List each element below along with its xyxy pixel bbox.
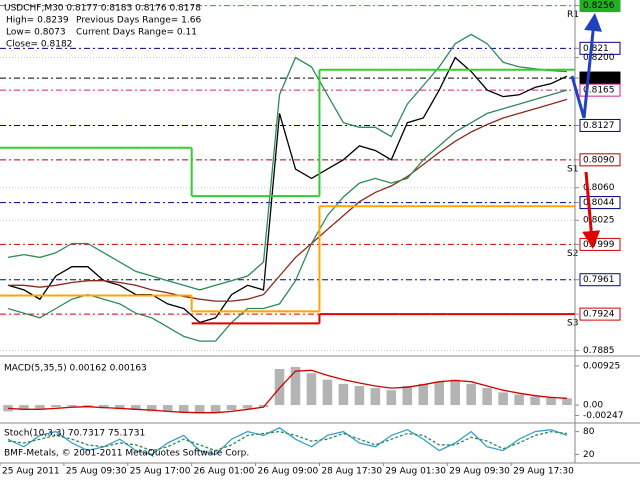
y-tick-label: 0.8256 (583, 1, 615, 11)
histogram-bar (418, 383, 429, 406)
x-tick-label: 28 Aug 17:30 (321, 467, 382, 477)
histogram-bar (434, 381, 445, 406)
histogram-bar (35, 405, 45, 409)
y-tick-label: 0.8060 (583, 183, 615, 193)
panel-title: Stoch(10,3,3) 70.7317 75.1731 (4, 429, 145, 439)
panel-title: MACD(5,35,5) 0.00162 0.00163 (4, 364, 147, 374)
histogram-bar (354, 385, 365, 406)
histogram-bar (3, 405, 13, 412)
x-tick-label: 26 Aug 09:00 (258, 467, 319, 477)
histogram-bar (562, 398, 572, 406)
copyright: BMF-Metals, © 2001-2011 MetaQuotes Softw… (4, 449, 249, 459)
series-line (7, 33, 568, 291)
y-tick-label: 0.00 (583, 401, 603, 411)
histogram-bar (19, 405, 29, 411)
histogram-bar (210, 405, 221, 413)
histogram-bar (338, 383, 349, 406)
plot: 25 Aug 2011 25 Aug 09:30 25 Aug 17:00 26 Au… (0, 0, 623, 477)
y-tick-box (579, 0, 621, 13)
series-line (7, 56, 568, 324)
y-tick-label: -0.00247 (583, 411, 623, 421)
x-tick-label: 29 Aug 09:30 (449, 467, 510, 477)
x-tick-label: 25 Aug 09:30 (66, 467, 127, 477)
x-tick-label: 29 Aug 17:30 (513, 467, 574, 477)
histogram-bar (162, 405, 173, 412)
y-tick-box (579, 273, 621, 287)
histogram-bar (402, 385, 413, 406)
y-tick-label: 0.7924 (583, 310, 615, 320)
histogram-bar (322, 379, 333, 406)
y-tick-label: 0.7961 (583, 275, 615, 285)
series-line (7, 430, 568, 452)
info: Current Days Range= 0.11 (76, 28, 197, 38)
histogram-bar (258, 405, 269, 408)
histogram-bar (226, 405, 237, 411)
histogram-bar (194, 405, 205, 414)
y-tick-label: 0.8165 (583, 86, 615, 96)
info: Close= 0.8182 (6, 40, 72, 50)
histogram-bar (370, 388, 381, 406)
y-tick-box (579, 307, 621, 321)
info: Previous Days Range= 1.66 (76, 16, 201, 26)
histogram-bar (274, 369, 285, 406)
histogram-bar (466, 383, 476, 406)
y-tick-label: 0.8025 (583, 216, 615, 226)
y-tick-box (579, 83, 621, 97)
series-line (7, 89, 568, 342)
histogram-bar (115, 405, 125, 410)
y-tick-label: 0.8044 (583, 198, 615, 208)
histogram-bar (51, 405, 61, 408)
histogram-bar (450, 379, 460, 406)
y-tick-label: 0.8200 (583, 53, 615, 63)
histogram-bar (146, 405, 157, 412)
y-tick-label: 0.00925 (583, 361, 620, 371)
histogram-bar (290, 366, 301, 406)
histogram-bar (530, 396, 540, 406)
forecast-arrow (570, 13, 603, 119)
y-tick-label: 0.821 (583, 44, 609, 54)
forecast-arrow (582, 171, 601, 249)
annotation: R1 (567, 10, 579, 20)
y-tick-label: 0.7885 (583, 346, 615, 356)
y-tick-label: 0.8178 (583, 74, 615, 84)
x-tick-label: 29 Aug 01:30 (385, 467, 446, 477)
annotation: S3 (567, 319, 578, 329)
histogram-bar (514, 394, 524, 406)
histogram-bar (482, 388, 492, 406)
histogram-bar (498, 392, 508, 406)
histogram-bar (130, 405, 141, 411)
series-line (7, 369, 568, 414)
histogram-bar (546, 397, 556, 406)
y-tick-box (579, 153, 621, 167)
histogram-bar (99, 405, 109, 409)
histogram-bar (67, 405, 77, 407)
x-tick-label: 25 Aug 17:00 (130, 467, 191, 477)
annotation: S2 (567, 249, 578, 259)
y-tick-label: 20 (583, 450, 595, 460)
info: Low= 0.8073 (6, 28, 66, 38)
y-tick-label: 80 (583, 427, 595, 437)
chart-title: USDCHF,M30 0.8177 0.8183 0.8176 0.8178 (4, 4, 201, 14)
histogram-bar (386, 390, 397, 406)
annotation: S1 (567, 164, 578, 174)
y-tick-label: 0.8090 (583, 155, 615, 165)
histogram-bar (242, 405, 253, 409)
x-tick-label: 26 Aug 01:00 (194, 467, 255, 477)
info: High= 0.8239 (6, 16, 69, 26)
y-tick-label: 0.7999 (583, 240, 615, 250)
y-tick-label: 0.8127 (583, 121, 615, 131)
y-tick-box (579, 118, 621, 132)
histogram-bar (178, 405, 189, 413)
x-tick-label: 25 Aug 2011 (2, 467, 60, 477)
histogram-bar (306, 373, 317, 406)
series-line (8, 98, 568, 302)
